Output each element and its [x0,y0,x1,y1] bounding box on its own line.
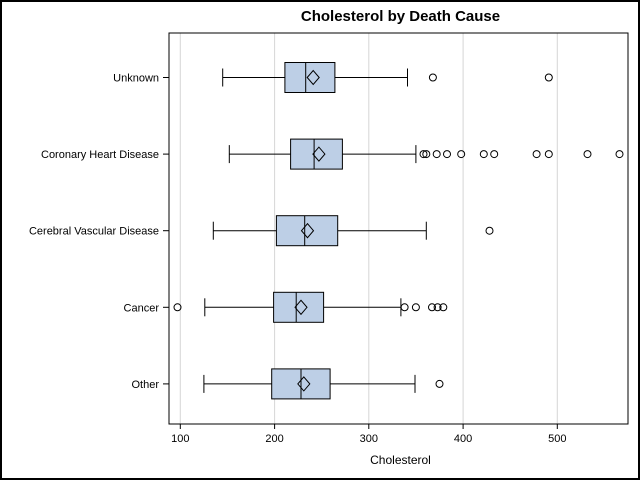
mean-diamond [312,146,326,162]
outlier-point [428,303,436,312]
outlier-point [532,150,541,159]
y-category-label: Cerebral Vascular Disease [29,226,159,238]
iqr-box [284,62,336,93]
x-tick-label: 500 [548,433,566,445]
y-category-label: Unknown [113,73,159,85]
x-axis-title: Cholesterol [370,453,431,467]
outlier-point [443,150,451,159]
outlier-point [485,226,494,235]
outlier-point [428,73,437,82]
x-tick-label: 100 [171,433,189,445]
outlier-point [583,150,592,159]
mean-diamond [297,376,311,392]
x-tick-label: 300 [360,433,378,445]
outlier-point [615,150,624,159]
outlier-point [419,150,428,159]
outlier-point [479,150,488,159]
outlier-point [544,150,553,159]
x-tick-label: 200 [265,433,283,445]
outlier-point [457,150,466,159]
outlier-point [411,303,420,312]
iqr-box [273,291,325,323]
y-category-label: Cancer [124,302,160,314]
outlier-point [490,150,499,159]
iqr-box [275,215,339,247]
x-tick-label: 400 [454,433,472,445]
outlier-point [422,150,431,159]
outlier-point [400,303,409,312]
chart-title: Cholesterol by Death Cause [300,8,501,25]
outlier-point [544,73,553,82]
iqr-box [290,138,343,170]
mean-diamond [300,222,315,239]
mean-diamond [306,69,320,86]
outlier-point [173,303,182,312]
y-category-label: Coronary Heart Disease [41,149,159,161]
outlier-point [439,303,448,312]
plot-frame [168,32,629,425]
mean-diamond [294,299,308,316]
outlier-point [433,303,442,312]
outlier-point [432,150,441,159]
outlier-point [435,379,444,388]
y-category-label: Other [131,379,159,391]
